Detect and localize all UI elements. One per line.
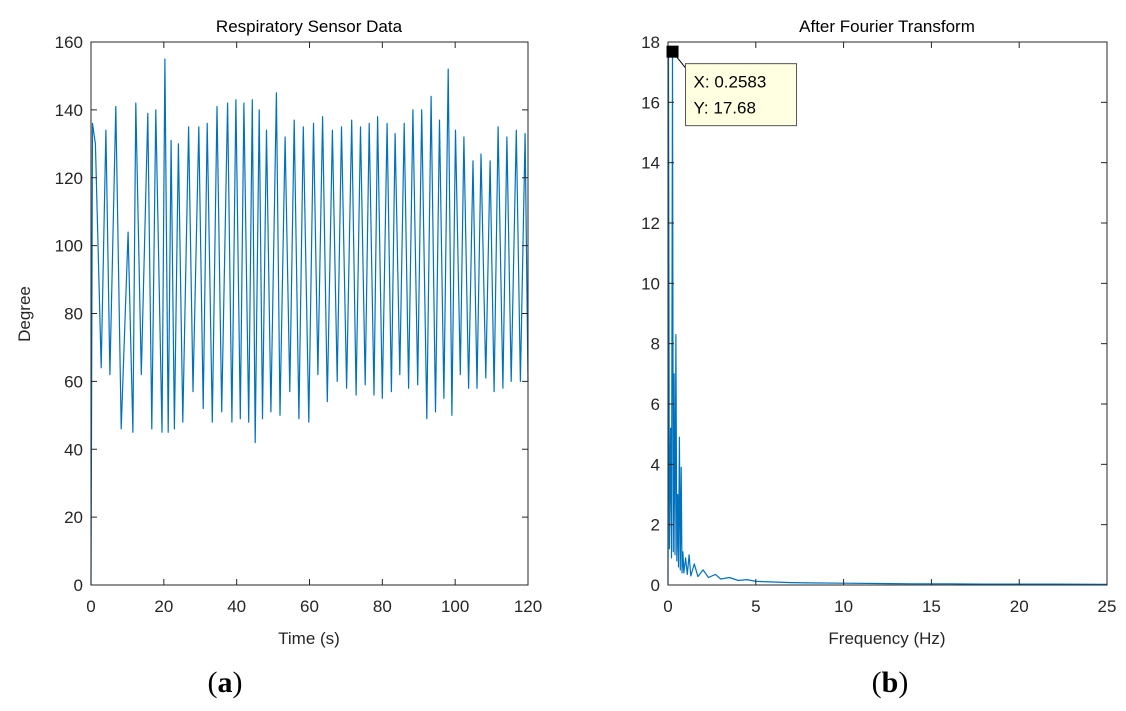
x-tick-label-a: 60 [300,597,319,616]
datatip-marker[interactable] [666,45,679,58]
x-tick-label-b: 25 [1098,597,1117,616]
y-tick-label-a: 80 [64,305,83,324]
axes-box-b [667,41,1108,586]
datatip-y-text: Y: 17.68 [694,99,756,118]
y-tick-label-b: 16 [641,93,660,112]
panel-label-b: (b) [872,666,909,699]
series-line-b-0 [667,51,1108,586]
y-tick-label-b: 4 [651,455,660,474]
x-tick-label-a: 20 [154,597,173,616]
chart-title-a: Respiratory Sensor Data [216,17,403,36]
chart-fourier-transform: After Fourier Transform 0 5 10 15 20 25 0 2 4 6 8 1… [641,17,1116,699]
x-tick-label-a: 100 [441,597,469,616]
y-tick-label-b: 6 [651,395,660,414]
y-tick-label-a: 60 [64,372,83,391]
y-axis-label-a: Degree [15,286,34,342]
datatip[interactable]: X: 0.2583 Y: 17.68 [666,45,798,127]
series-line-a-0 [90,58,529,586]
panel-label-a: (a) [208,666,243,699]
x-tick-label-b: 5 [751,597,760,616]
chart-respiratory-sensor: Respiratory Sensor Data 0 20 40 60 80 100 120 0… [15,17,542,699]
y-tick-label-a: 20 [64,508,83,527]
x-axis-label-a: Time (s) [278,629,340,648]
x-tick-label-a: 0 [86,597,95,616]
datatip-box [685,63,798,127]
y-tick-label-b: 12 [641,214,660,233]
y-tick-label-b: 8 [651,335,660,354]
x-tick-label-a: 40 [227,597,246,616]
y-tick-label-a: 100 [55,237,83,256]
x-tick-label-a: 80 [373,597,392,616]
x-tick-label-b: 20 [1010,597,1029,616]
x-tick-label-a: 120 [514,597,542,616]
y-tick-label-a: 40 [64,440,83,459]
x-tick-label-b: 15 [922,597,941,616]
datatip-x-text: X: 0.2583 [694,73,767,92]
y-tick-label-a: 140 [55,101,83,120]
chart-title-b: After Fourier Transform [799,17,975,36]
y-tick-label-a: 0 [74,576,83,595]
y-tick-label-b: 0 [651,576,660,595]
x-tick-label-b: 0 [663,597,672,616]
x-tick-label-b: 10 [834,597,853,616]
y-tick-label-b: 14 [641,154,660,173]
x-axis-label-b: Frequency (Hz) [828,629,945,648]
y-tick-label-b: 18 [641,33,660,52]
y-tick-label-a: 160 [55,33,83,52]
y-tick-label-a: 120 [55,169,83,188]
y-tick-label-b: 2 [651,516,660,535]
y-tick-label-b: 10 [641,274,660,293]
